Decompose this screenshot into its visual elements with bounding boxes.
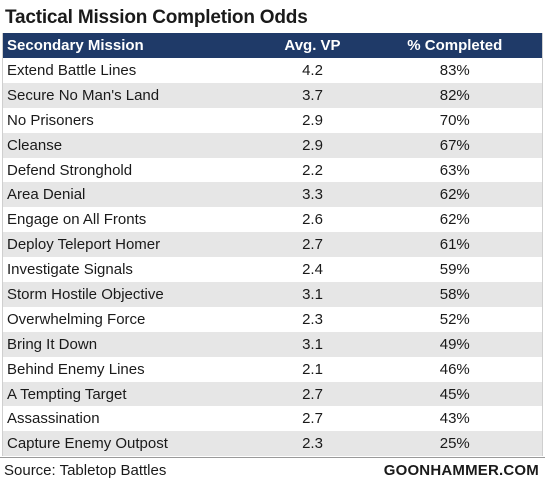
table-row: Extend Battle Lines 4.2 83% [2,58,543,83]
completed-cell: 67% [439,136,470,154]
mission-cell: Area Denial [7,186,86,204]
completed-cell: 63% [439,161,470,179]
mission-cell: Investigate Signals [7,261,133,279]
mission-cell: Capture Enemy Outpost [7,435,168,453]
completed-cell: 62% [439,211,470,229]
completed-cell: 58% [439,285,470,303]
mission-cell: Assassination [7,410,100,428]
table-body: Extend Battle Lines 4.2 83% Secure No Man's… [2,58,543,457]
table-row: Behind Enemy Lines 2.1 46% [2,356,543,382]
column-header-mission: Secondary Mission [2,33,258,58]
table-row: Overwhelming Force 2.3 52% [2,306,543,332]
completed-cell: 83% [439,61,470,79]
mission-cell: Behind Enemy Lines [7,360,145,378]
source-credit: Source: Tabletop Battles [4,462,167,479]
table-row: A Tempting Target 2.7 45% [2,381,543,407]
table-row: Capture Enemy Outpost 2.3 25% [2,431,543,457]
table-row: Assassination 2.7 43% [2,406,543,432]
mission-cell: Cleanse [7,136,63,154]
table-row: Deploy Teleport Homer 2.7 61% [2,232,543,258]
missions-table: Secondary Mission Avg. VP % Completed Ex… [2,33,543,457]
completed-cell: 59% [439,261,470,279]
mission-cell: Deploy Teleport Homer [7,236,161,254]
avg-vp-cell: 2.9 [302,136,323,154]
avg-vp-cell: 3.1 [302,285,323,303]
avg-vp-cell: 2.7 [302,410,323,428]
avg-vp-cell: 3.7 [302,86,323,104]
avg-vp-cell: 4.2 [302,61,323,79]
mission-cell: Defend Stronghold [7,161,133,179]
table-row: Area Denial 3.3 62% [2,182,543,208]
mission-cell: Bring It Down [7,335,98,353]
mission-cell: Secure No Man's Land [7,86,160,104]
table-row: Secure No Man's Land 3.7 82% [2,82,543,108]
footer: Source: Tabletop Battles GOONHAMMER.COM [0,457,545,484]
avg-vp-cell: 3.1 [302,335,323,353]
table-row: No Prisoners 2.9 70% [2,107,543,133]
table-row: Bring It Down 3.1 49% [2,331,543,357]
table-row: Engage on All Fronts 2.6 62% [2,207,543,233]
completed-cell: 52% [439,310,470,328]
mission-cell: No Prisoners [7,111,94,129]
table-row: Defend Stronghold 2.2 63% [2,157,543,183]
avg-vp-cell: 2.3 [302,310,323,328]
avg-vp-cell: 2.1 [302,360,323,378]
avg-vp-cell: 2.4 [302,261,323,279]
brand-credit: GOONHAMMER.COM [383,462,539,479]
completed-cell: 70% [439,111,470,129]
column-header-completed: % Completed [367,33,543,58]
completed-cell: 45% [439,385,470,403]
avg-vp-cell: 2.7 [302,385,323,403]
table-row: Storm Hostile Objective 3.1 58% [2,282,543,307]
mission-cell: Overwhelming Force [7,310,146,328]
mission-cell: A Tempting Target [7,385,127,403]
avg-vp-cell: 2.7 [302,236,323,254]
completed-cell: 49% [439,335,470,353]
avg-vp-cell: 2.3 [302,435,323,453]
page-title: Tactical Mission Completion Odds [5,7,308,28]
table-row: Investigate Signals 2.4 59% [2,257,543,283]
completed-cell: 62% [439,186,470,204]
column-header-avg-vp: Avg. VP [257,33,368,58]
table-row: Cleanse 2.9 67% [2,132,543,158]
table-header-row: Secondary Mission Avg. VP % Completed [2,33,543,58]
completed-cell: 46% [439,360,470,378]
avg-vp-cell: 2.9 [302,111,323,129]
mission-cell: Storm Hostile Objective [7,285,164,303]
avg-vp-cell: 2.6 [302,211,323,229]
completed-cell: 25% [439,435,470,453]
mission-cell: Engage on All Fronts [7,211,147,229]
completed-cell: 43% [439,410,470,428]
completed-cell: 82% [439,86,470,104]
completed-cell: 61% [439,236,470,254]
mission-cell: Extend Battle Lines [7,61,137,79]
avg-vp-cell: 2.2 [302,161,323,179]
avg-vp-cell: 3.3 [302,186,323,204]
